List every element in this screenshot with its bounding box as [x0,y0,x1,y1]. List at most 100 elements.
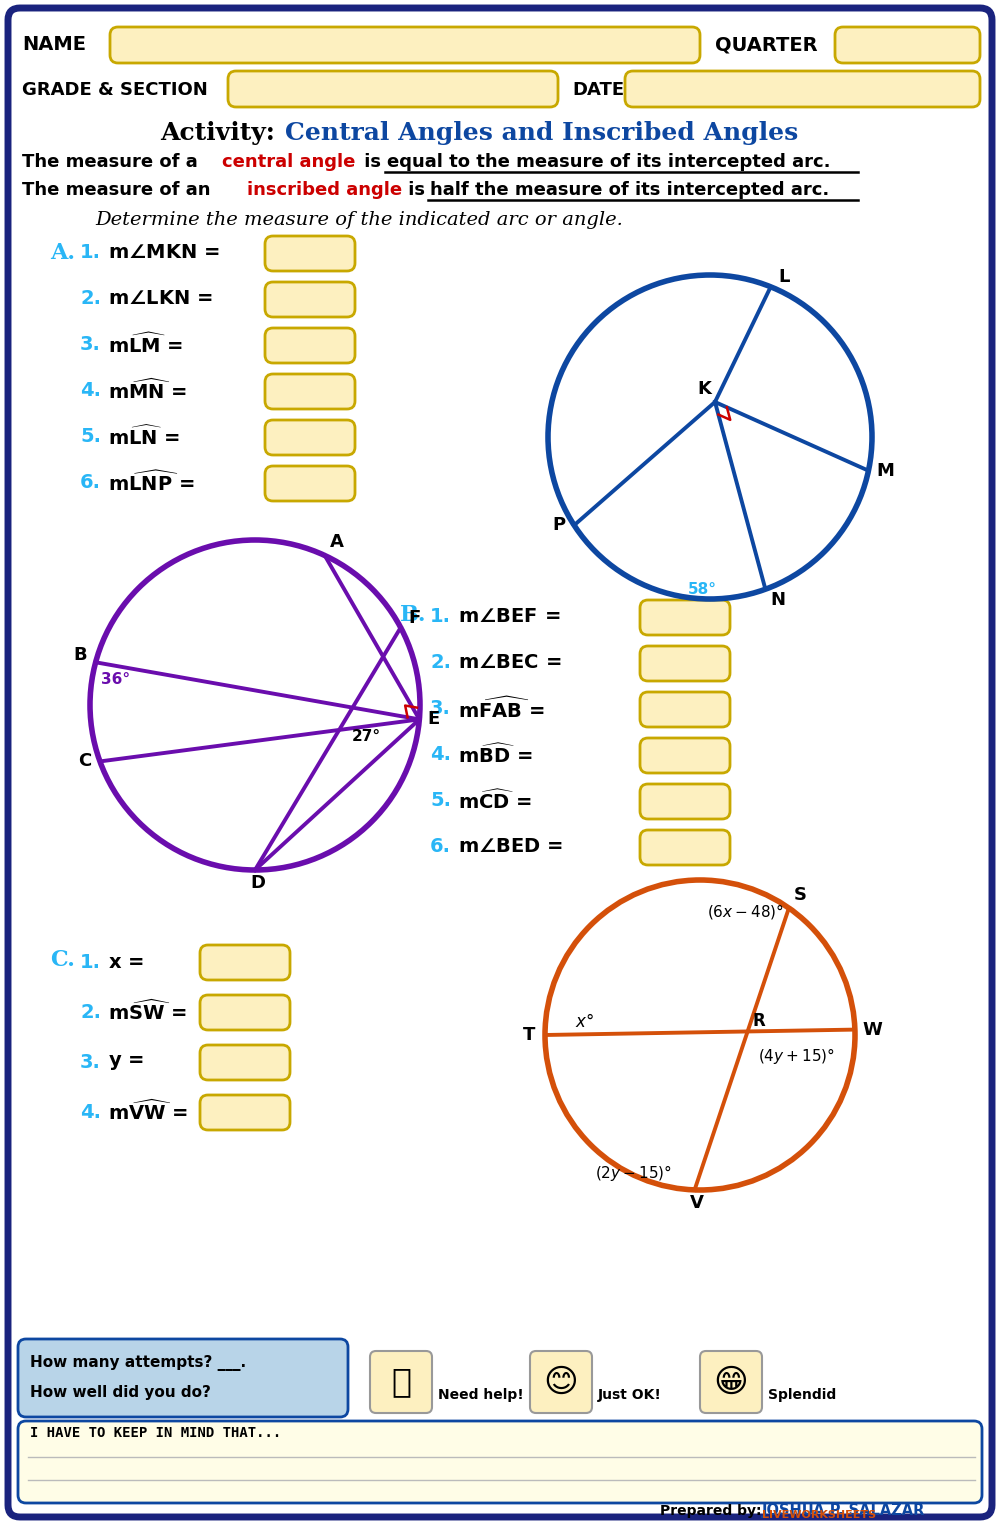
Text: 3.: 3. [80,1052,101,1072]
Text: equal to the measure of its intercepted arc.: equal to the measure of its intercepted … [387,152,830,171]
Text: 6.: 6. [80,473,101,493]
Text: 😊: 😊 [544,1365,578,1398]
Text: $\mathbf{y}$ =: $\mathbf{y}$ = [108,1052,144,1072]
Text: F: F [409,608,421,627]
FancyBboxPatch shape [200,994,290,1029]
Text: T: T [523,1026,535,1045]
FancyBboxPatch shape [640,599,730,634]
FancyBboxPatch shape [265,419,355,454]
Text: $\mathbf{m\widehat{LNP}}$ =: $\mathbf{m\widehat{LNP}}$ = [108,471,195,496]
Text: $\mathbf{m\angle BED}$ =: $\mathbf{m\angle BED}$ = [458,837,563,857]
Text: 1.: 1. [80,953,101,971]
Text: The measure of a: The measure of a [22,152,204,171]
FancyBboxPatch shape [700,1351,762,1414]
FancyBboxPatch shape [640,784,730,819]
Text: $(2y - 15)°$: $(2y - 15)°$ [595,1164,672,1183]
Text: $\mathbf{m\widehat{MN}}$ =: $\mathbf{m\widehat{MN}}$ = [108,378,187,403]
Text: Prepared by:: Prepared by: [660,1504,762,1517]
Text: N: N [770,592,785,608]
Text: $\mathbf{m\widehat{FAB}}$ =: $\mathbf{m\widehat{FAB}}$ = [458,697,545,721]
Text: V: V [690,1194,703,1212]
Text: 5.: 5. [80,427,101,447]
Text: 😤: 😤 [391,1365,411,1398]
Text: GRADE & SECTION: GRADE & SECTION [22,81,208,99]
FancyBboxPatch shape [640,830,730,865]
Text: JOSHUA P. SALAZAR: JOSHUA P. SALAZAR [762,1504,925,1519]
Text: 2.: 2. [80,1002,101,1022]
Text: 6.: 6. [430,837,451,857]
Text: B.: B. [400,604,426,625]
Text: DATE: DATE [572,81,624,99]
Text: LIVEWORKSHEETS: LIVEWORKSHEETS [762,1510,876,1520]
Text: M: M [876,462,894,480]
FancyBboxPatch shape [530,1351,592,1414]
Text: 58°: 58° [687,583,716,598]
FancyBboxPatch shape [18,1421,982,1504]
Text: W: W [863,1020,883,1039]
Text: R: R [753,1013,765,1031]
Text: $\mathbf{m\widehat{LM}}$ =: $\mathbf{m\widehat{LM}}$ = [108,332,183,357]
FancyBboxPatch shape [640,647,730,682]
Text: 5.: 5. [430,791,451,810]
Text: $\mathbf{m\widehat{SW}}$ =: $\mathbf{m\widehat{SW}}$ = [108,1000,187,1025]
FancyBboxPatch shape [8,8,992,1517]
Text: central angle: central angle [222,152,355,171]
Text: Need help!: Need help! [438,1388,524,1401]
Text: $x°$: $x°$ [575,1013,594,1031]
FancyBboxPatch shape [265,282,355,317]
Text: B: B [74,647,87,665]
Text: S: S [794,886,807,904]
Text: 3.: 3. [430,700,451,718]
Text: $\mathbf{x}$ =: $\mathbf{x}$ = [108,953,144,971]
Text: 3.: 3. [80,336,101,354]
Text: 2.: 2. [80,290,101,308]
Text: L: L [779,268,790,285]
FancyBboxPatch shape [110,27,700,63]
Text: D: D [250,874,265,892]
FancyBboxPatch shape [625,72,980,107]
Text: QUARTER: QUARTER [715,35,818,55]
FancyBboxPatch shape [835,27,980,63]
Text: I HAVE TO KEEP IN MIND THAT...: I HAVE TO KEEP IN MIND THAT... [30,1426,281,1440]
FancyBboxPatch shape [265,374,355,409]
Text: $(6x - 48)°$: $(6x - 48)°$ [707,901,784,921]
Text: The measure of an: The measure of an [22,181,217,198]
Text: Determine the measure of the indicated arc or angle.: Determine the measure of the indicated a… [95,210,623,229]
Text: How well did you do?: How well did you do? [30,1386,211,1400]
Text: is: is [402,181,431,198]
Text: 36°: 36° [101,673,130,688]
Text: A: A [330,534,344,552]
Text: C: C [78,752,91,770]
FancyBboxPatch shape [200,1095,290,1130]
Text: K: K [697,380,711,398]
Text: 4.: 4. [80,381,101,401]
Text: 4.: 4. [430,746,451,764]
Text: inscribed angle: inscribed angle [247,181,402,198]
Text: $\mathbf{m\widehat{LN}}$ =: $\mathbf{m\widehat{LN}}$ = [108,425,180,448]
FancyBboxPatch shape [228,72,558,107]
Text: 27°: 27° [351,729,380,744]
FancyBboxPatch shape [370,1351,432,1414]
Text: E: E [427,711,440,729]
Text: $\mathbf{m\widehat{CD}}$ =: $\mathbf{m\widehat{CD}}$ = [458,788,532,813]
Text: Splendid: Splendid [768,1388,836,1401]
Text: A.: A. [50,242,75,264]
Text: Central Angles and Inscribed Angles: Central Angles and Inscribed Angles [285,120,798,145]
Text: 😁: 😁 [714,1365,748,1398]
Text: Activity:: Activity: [160,120,284,145]
Text: $\mathbf{m\angle BEF}$ =: $\mathbf{m\angle BEF}$ = [458,607,560,627]
FancyBboxPatch shape [200,1045,290,1080]
Text: 1.: 1. [430,607,451,627]
Text: $\mathbf{m\angle MKN}$ =: $\mathbf{m\angle MKN}$ = [108,244,220,262]
Text: $\mathbf{m\angle BEC}$ =: $\mathbf{m\angle BEC}$ = [458,654,561,673]
Text: $(4y + 15)°$: $(4y + 15)°$ [758,1046,835,1066]
Text: half the measure of its intercepted arc.: half the measure of its intercepted arc. [430,181,829,198]
Text: $\mathbf{m\widehat{BD}}$ =: $\mathbf{m\widehat{BD}}$ = [458,743,533,767]
FancyBboxPatch shape [265,236,355,271]
FancyBboxPatch shape [18,1339,348,1417]
Text: 2.: 2. [430,654,451,673]
Text: 1.: 1. [80,244,101,262]
FancyBboxPatch shape [265,328,355,363]
FancyBboxPatch shape [640,738,730,773]
Text: $\mathbf{m\angle LKN}$ =: $\mathbf{m\angle LKN}$ = [108,290,213,308]
